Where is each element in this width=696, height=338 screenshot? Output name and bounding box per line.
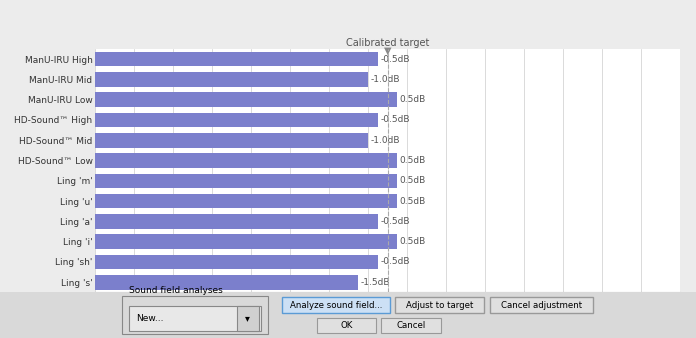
- Text: -1.5dB: -1.5dB: [361, 278, 390, 287]
- FancyBboxPatch shape: [129, 306, 261, 331]
- Text: 0.5dB: 0.5dB: [400, 95, 426, 104]
- Bar: [95, 194, 397, 209]
- FancyBboxPatch shape: [317, 318, 376, 333]
- Text: Cancel: Cancel: [396, 321, 426, 330]
- Text: -0.5dB: -0.5dB: [380, 217, 410, 226]
- Text: 0.5dB: 0.5dB: [400, 197, 426, 206]
- Text: Adjust to target: Adjust to target: [406, 300, 473, 310]
- Text: -0.5dB: -0.5dB: [380, 55, 410, 64]
- Text: ▾: ▾: [245, 313, 251, 323]
- Bar: [95, 173, 397, 188]
- FancyBboxPatch shape: [282, 297, 390, 313]
- Text: Analyze sound field...: Analyze sound field...: [290, 300, 382, 310]
- Text: 0.5dB: 0.5dB: [400, 176, 426, 185]
- Text: -0.5dB: -0.5dB: [380, 116, 410, 124]
- Text: New...: New...: [136, 314, 164, 323]
- Bar: [95, 255, 378, 269]
- Text: -1.0dB: -1.0dB: [370, 75, 400, 84]
- Bar: [95, 153, 397, 168]
- Bar: [95, 275, 358, 290]
- Bar: [95, 72, 368, 87]
- Bar: [95, 214, 378, 229]
- Text: Cancel adjustment: Cancel adjustment: [501, 300, 582, 310]
- Text: Calibrated target: Calibrated target: [346, 38, 429, 48]
- Text: 0.5dB: 0.5dB: [400, 156, 426, 165]
- Text: ▼: ▼: [384, 46, 391, 56]
- FancyBboxPatch shape: [395, 297, 484, 313]
- Text: -0.5dB: -0.5dB: [380, 258, 410, 266]
- Bar: [95, 92, 397, 107]
- FancyBboxPatch shape: [122, 296, 268, 334]
- FancyBboxPatch shape: [490, 297, 593, 313]
- Text: OK: OK: [340, 321, 352, 330]
- Text: 0.5dB: 0.5dB: [400, 237, 426, 246]
- Text: Sound field analyses: Sound field analyses: [129, 286, 223, 295]
- FancyBboxPatch shape: [381, 318, 441, 333]
- Text: -1.0dB: -1.0dB: [370, 136, 400, 145]
- Bar: [95, 52, 378, 67]
- Bar: [95, 133, 368, 148]
- Bar: [95, 113, 378, 127]
- Bar: [95, 234, 397, 249]
- FancyBboxPatch shape: [237, 306, 259, 331]
